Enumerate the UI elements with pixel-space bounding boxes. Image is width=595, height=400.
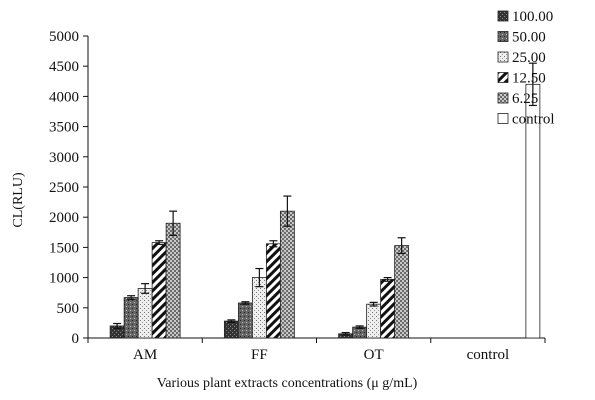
y-tick-label: 3000: [49, 150, 79, 166]
legend-swatch: [497, 51, 509, 63]
legend-label: 100.00: [512, 9, 553, 25]
legend-label: control: [512, 112, 555, 128]
y-tick-label: 2500: [49, 180, 79, 196]
y-tick-label: 5000: [49, 29, 79, 45]
y-axis-title: CL(RLU): [11, 172, 26, 228]
bar: [137, 288, 153, 339]
x-axis-title: Various plant extracts concentrations (μ…: [157, 376, 418, 391]
bar: [123, 297, 139, 339]
bar: [165, 222, 181, 339]
bar: [237, 302, 253, 339]
y-axis: 0 500 1000 1500 2000 2500 3000 3500 4000 4500 5000: [49, 29, 89, 347]
bar: [223, 320, 239, 339]
y-tick-label: 4500: [49, 59, 79, 75]
legend-label: 50.00: [512, 30, 546, 46]
bar: [279, 210, 295, 339]
bars-group: [109, 62, 541, 339]
legend: 100.00 50.00 25.00 12.50 6.25 control: [497, 9, 555, 128]
x-tick-label: OT: [364, 347, 384, 363]
legend-label: 12.50: [512, 71, 546, 87]
y-tick-label: 1500: [49, 240, 79, 256]
y-tick-label: 1000: [49, 271, 79, 287]
legend-label: 25.00: [512, 50, 546, 66]
legend-swatch: [497, 31, 509, 42]
bar: [265, 243, 281, 339]
x-tick-label: FF: [251, 347, 268, 363]
legend-swatch: [497, 92, 509, 104]
y-tick-label: 0: [72, 331, 80, 347]
y-tick-label: 4000: [49, 89, 79, 105]
legend-swatch: [497, 10, 509, 22]
bar: [366, 303, 382, 339]
x-axis: AM FF OT control: [87, 337, 546, 363]
legend-swatch: [497, 72, 509, 83]
y-tick-label: 500: [57, 301, 80, 317]
bar: [394, 245, 410, 339]
x-tick-label: AM: [133, 347, 157, 363]
legend-swatch: [497, 113, 509, 124]
legend-label: 6.25: [512, 91, 538, 107]
x-tick-label: control: [467, 347, 510, 363]
y-tick-label: 3500: [49, 120, 79, 136]
bar: [380, 279, 396, 339]
y-tick-label: 2000: [49, 210, 79, 226]
bar: [151, 242, 167, 339]
